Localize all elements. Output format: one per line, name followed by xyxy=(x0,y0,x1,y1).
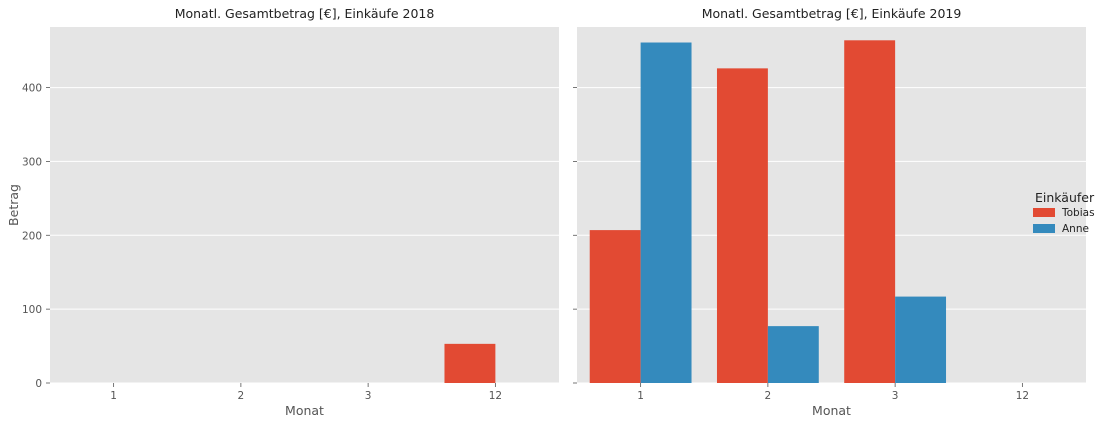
bar-anne-2 xyxy=(767,326,819,383)
bar-tobias-12 xyxy=(444,343,496,383)
legend-swatch-anne xyxy=(1033,224,1055,233)
x-axis-label: Monat xyxy=(812,403,851,418)
bar-anne-1 xyxy=(640,42,692,383)
legend-swatch-tobias xyxy=(1033,208,1055,217)
plot-area-1 xyxy=(50,27,559,383)
x-tick-label: 2 xyxy=(238,390,245,402)
bar-tobias-1 xyxy=(589,230,641,383)
legend-label-tobias: Tobias xyxy=(1061,207,1095,219)
y-tick-label: 100 xyxy=(22,304,42,316)
legend-label-anne: Anne xyxy=(1062,223,1089,235)
x-tick-label: 3 xyxy=(892,390,899,402)
x-tick-label: 1 xyxy=(110,390,117,402)
y-axis-label: Betrag xyxy=(6,184,21,226)
legend-title: Einkäufer xyxy=(1035,190,1095,205)
x-tick-label: 1 xyxy=(637,390,644,402)
x-tick-label: 12 xyxy=(1016,390,1029,402)
panel-title-1: Monatl. Gesamtbetrag [€], Einkäufe 2018 xyxy=(175,6,435,21)
x-axis-label: Monat xyxy=(285,403,324,418)
y-tick-label: 200 xyxy=(22,230,42,242)
bar-tobias-3 xyxy=(844,40,896,383)
bar-tobias-2 xyxy=(716,68,768,383)
x-tick-label: 2 xyxy=(765,390,772,402)
x-tick-label: 12 xyxy=(489,390,502,402)
y-tick-label: 400 xyxy=(22,83,42,95)
panel-title-2: Monatl. Gesamtbetrag [€], Einkäufe 2019 xyxy=(702,6,962,21)
x-tick-label: 3 xyxy=(365,390,372,402)
y-tick-label: 300 xyxy=(22,156,42,168)
bar-anne-3 xyxy=(895,296,947,383)
y-tick-label: 0 xyxy=(35,378,42,390)
